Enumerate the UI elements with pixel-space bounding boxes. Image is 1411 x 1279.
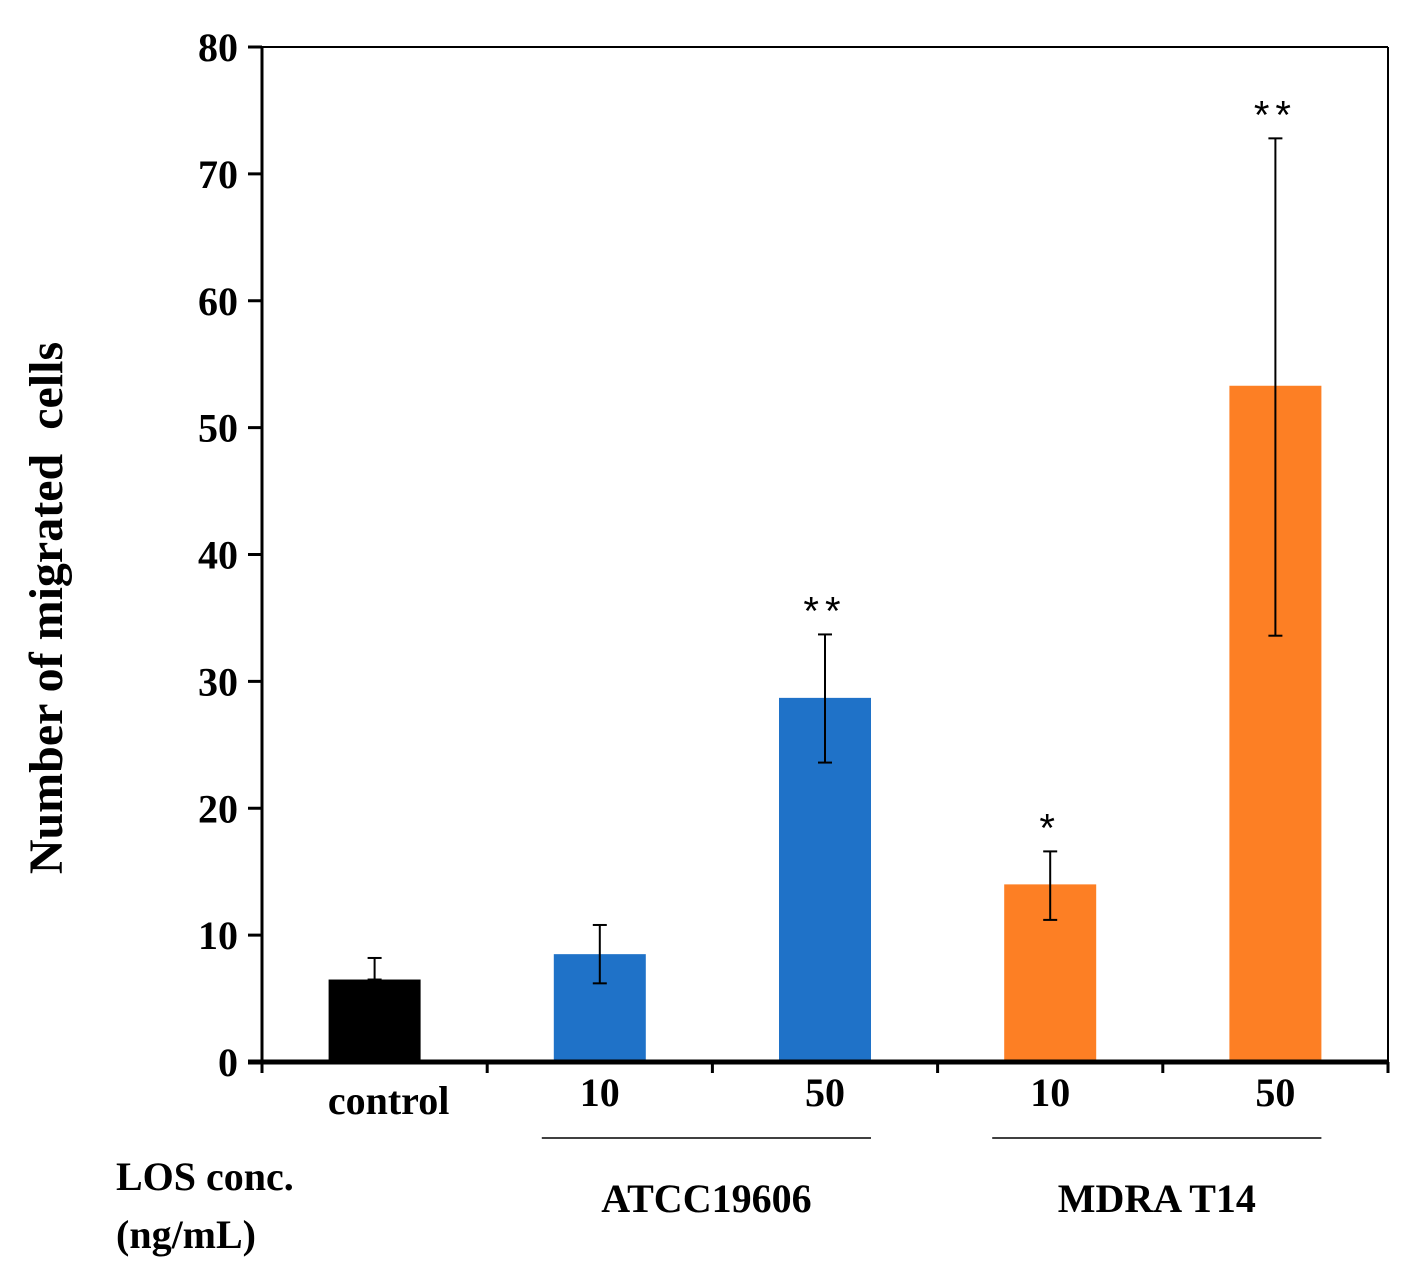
x-tick-label: 50 bbox=[805, 1070, 845, 1115]
y-tick-label: 40 bbox=[198, 533, 238, 578]
y-tick-label: 10 bbox=[198, 913, 238, 958]
significance-mark: * bbox=[1039, 806, 1061, 850]
y-axis: 0 10 20 30 40 50 60 70 80 bbox=[198, 25, 262, 1085]
y-tick-label: 70 bbox=[198, 152, 238, 197]
x-tick-label: 10 bbox=[580, 1070, 620, 1115]
x-axis-label-line2: (ng/mL) bbox=[116, 1212, 256, 1257]
group-labels: ATCC19606 MDRA T14 bbox=[541, 1137, 1322, 1221]
y-tick-label: 60 bbox=[198, 279, 238, 324]
group-label: ATCC19606 bbox=[601, 1176, 811, 1221]
x-axis: control 10 50 10 50 bbox=[248, 1059, 1390, 1123]
x-axis-label-line1: LOS conc. bbox=[116, 1154, 294, 1199]
x-tick-label: 10 bbox=[1030, 1070, 1070, 1115]
significance-mark: ** bbox=[1254, 93, 1297, 137]
y-tick-label: 0 bbox=[218, 1040, 238, 1085]
bar bbox=[328, 979, 421, 1062]
significance-marks: ***** bbox=[803, 93, 1297, 850]
x-tick-label: 50 bbox=[1255, 1070, 1295, 1115]
group-label: MDRA T14 bbox=[1058, 1176, 1256, 1221]
error-bars bbox=[367, 137, 1283, 985]
x-tick-label: control bbox=[328, 1078, 449, 1123]
significance-mark: ** bbox=[803, 589, 846, 633]
bars bbox=[328, 385, 1322, 1063]
y-tick-label: 80 bbox=[198, 25, 238, 70]
y-tick-label: 30 bbox=[198, 659, 238, 704]
y-tick-label: 50 bbox=[198, 406, 238, 451]
y-tick-label: 20 bbox=[198, 786, 238, 831]
y-axis-label: Number of migrated cells bbox=[20, 342, 73, 874]
